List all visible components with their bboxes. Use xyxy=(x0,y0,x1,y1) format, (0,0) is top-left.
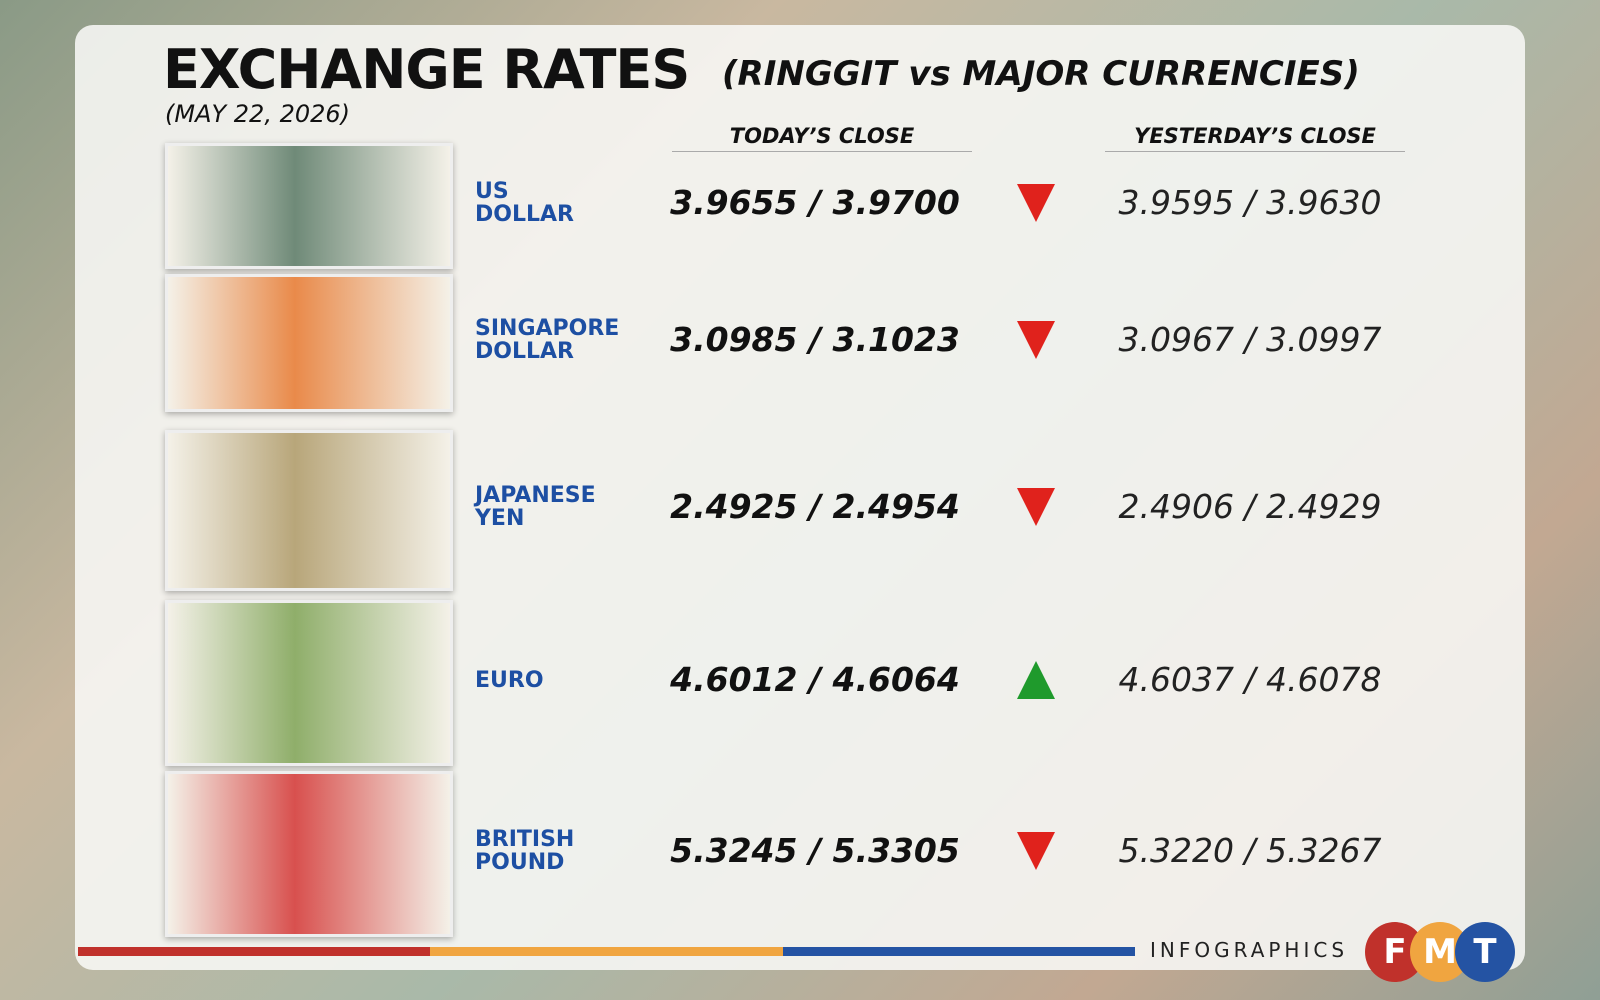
banknote xyxy=(165,771,453,937)
banknote xyxy=(165,429,453,591)
column-header: YESTERDAY’S CLOSE xyxy=(1105,124,1405,152)
yesterday-rate: 3.0967 / 3.0997 xyxy=(1118,320,1382,359)
yesterday-rate: 5.3220 / 5.3267 xyxy=(1118,831,1382,870)
currency-name: POUND xyxy=(475,850,565,875)
footer-bar xyxy=(430,947,783,956)
today-rate: 4.6012 / 4.6064 xyxy=(670,660,960,699)
logo-letter: T xyxy=(1455,922,1515,982)
banknote xyxy=(165,600,453,766)
today-rate: 3.0985 / 3.1023 xyxy=(670,320,960,359)
currency-name: EURO xyxy=(475,667,544,693)
currency-name: JAPANESE xyxy=(475,483,596,508)
date: (MAY 22, 2026) xyxy=(165,100,351,128)
banknote xyxy=(165,143,453,269)
currency-name: BRITISH xyxy=(475,827,575,852)
currency-name: US xyxy=(475,179,509,204)
currency-name: DOLLAR xyxy=(475,202,574,227)
today-rate: 3.9655 / 3.9700 xyxy=(670,183,960,222)
trend-arrow xyxy=(1017,184,1055,222)
yesterday-rate: 3.9595 / 3.9630 xyxy=(1118,183,1382,222)
trend-arrow xyxy=(1017,488,1055,526)
footer-bar xyxy=(78,947,430,956)
trend-arrow xyxy=(1017,321,1055,359)
today-rate: 2.4925 / 2.4954 xyxy=(670,487,960,526)
footer-bar xyxy=(783,947,1135,956)
yesterday-rate: 2.4906 / 2.4929 xyxy=(1118,487,1382,526)
subtitle: (RINGGIT vs MAJOR CURRENCIES) xyxy=(722,54,1360,94)
trend-arrow xyxy=(1017,661,1055,699)
today-rate: 5.3245 / 5.3305 xyxy=(670,831,960,870)
currency-name: DOLLAR xyxy=(475,339,574,364)
column-header: TODAY’S CLOSE xyxy=(672,124,972,152)
trend-arrow xyxy=(1017,832,1055,870)
currency-name: SINGAPORE xyxy=(475,316,620,341)
footer-label: INFOGRAPHICS xyxy=(1150,938,1349,962)
currency-name: YEN xyxy=(475,506,525,531)
banknote xyxy=(165,274,453,412)
title: EXCHANGE RATES xyxy=(163,38,690,101)
yesterday-rate: 4.6037 / 4.6078 xyxy=(1118,660,1382,699)
